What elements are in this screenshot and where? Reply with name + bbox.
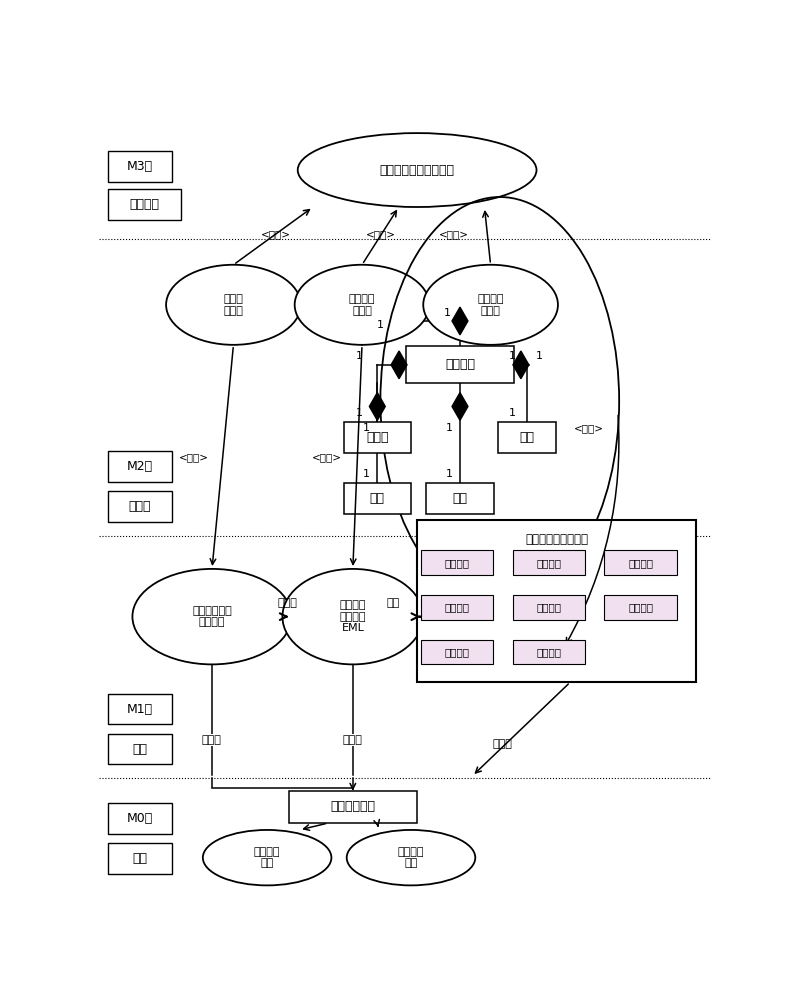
Text: 1: 1 [444,308,451,318]
FancyArrowPatch shape [566,415,619,644]
FancyBboxPatch shape [417,520,696,682]
Text: 1: 1 [356,351,363,361]
Text: M1层: M1层 [127,703,153,716]
Polygon shape [370,393,386,420]
Text: 灾害事件: 灾害事件 [445,358,475,371]
FancyBboxPatch shape [513,640,585,664]
Text: 危害信息: 危害信息 [628,558,653,568]
Text: 1: 1 [377,320,384,330]
Text: 1: 1 [536,351,543,361]
FancyBboxPatch shape [108,734,172,764]
FancyBboxPatch shape [604,595,677,620]
FancyBboxPatch shape [421,550,493,575]
FancyBboxPatch shape [108,151,172,182]
Ellipse shape [423,265,558,345]
Text: 预警信息: 预警信息 [445,602,469,612]
FancyBboxPatch shape [108,843,172,874]
Polygon shape [452,393,468,420]
Text: 自描述: 自描述 [366,431,389,444]
Text: 元模型: 元模型 [129,500,152,513]
Text: 预警: 预警 [370,492,385,505]
FancyBboxPatch shape [421,640,493,664]
Text: M2层: M2层 [127,460,153,473]
Text: 1: 1 [509,408,516,418]
Text: 观测信息: 观测信息 [628,602,653,612]
Text: 人为灾害
事件: 人为灾害 事件 [397,847,424,868]
Text: 1: 1 [446,423,453,433]
Polygon shape [452,307,468,335]
Ellipse shape [166,265,301,345]
Ellipse shape [133,569,292,664]
Text: 管理: 管理 [520,431,535,444]
Text: M0层: M0层 [127,812,153,825]
Text: <实例>: <实例> [261,229,292,239]
Text: 建模设施
元模型: 建模设施 元模型 [348,294,375,316]
Ellipse shape [203,830,332,885]
Ellipse shape [298,133,536,207]
Text: <实例>: <实例> [366,229,395,239]
Polygon shape [513,351,529,379]
Text: <实例>: <实例> [179,452,209,462]
FancyBboxPatch shape [498,422,556,453]
FancyBboxPatch shape [108,451,172,482]
Text: 基本信息: 基本信息 [445,558,469,568]
Text: 溯源: 溯源 [453,492,468,505]
Text: 1: 1 [356,408,363,418]
Text: <实例>: <实例> [574,423,604,433]
Text: 实例: 实例 [133,852,148,865]
Text: 被描述: 被描述 [493,739,513,749]
FancyBboxPatch shape [604,550,677,575]
Text: 自然灾害
事件: 自然灾害 事件 [254,847,280,868]
Text: 1: 1 [363,469,370,479]
FancyBboxPatch shape [108,803,172,834]
Text: 1: 1 [363,423,370,433]
FancyBboxPatch shape [108,189,182,220]
Text: 被描述: 被描述 [201,735,221,745]
Text: 1: 1 [509,351,516,361]
Text: 灾害事件实例: 灾害事件实例 [330,800,375,813]
FancyBboxPatch shape [421,595,493,620]
Text: 信息描述
元模型: 信息描述 元模型 [477,294,504,316]
FancyBboxPatch shape [108,694,172,724]
Text: 事件模式
标记语言
EML: 事件模式 标记语言 EML [340,600,366,633]
Text: 灾害事件建模元元模型: 灾害事件建模元元模型 [380,164,454,177]
FancyBboxPatch shape [108,491,172,522]
FancyBboxPatch shape [288,791,417,823]
Ellipse shape [282,569,423,664]
Text: 内容: 内容 [386,598,399,608]
Text: 形式化
元模型: 形式化 元模型 [224,294,243,316]
Text: 标准化: 标准化 [277,598,297,608]
FancyBboxPatch shape [427,483,494,514]
Text: 1: 1 [446,469,453,479]
Text: 模型: 模型 [133,743,148,756]
Text: 时空信息: 时空信息 [536,558,561,568]
Text: <实例>: <实例> [311,452,341,462]
FancyBboxPatch shape [344,422,411,453]
Text: 元元模型: 元元模型 [130,198,160,211]
Text: 服务信息: 服务信息 [536,647,561,657]
Text: 灾害事件信息
描述模型: 灾害事件信息 描述模型 [192,606,232,627]
Text: 被描述: 被描述 [342,735,362,745]
Text: M3层: M3层 [127,160,153,173]
FancyBboxPatch shape [513,550,585,575]
Text: 因果信息: 因果信息 [536,602,561,612]
FancyBboxPatch shape [344,483,411,514]
FancyBboxPatch shape [513,595,585,620]
Text: 联系信息: 联系信息 [445,647,469,657]
Text: 八元组信息描述构件: 八元组信息描述构件 [525,533,588,546]
Ellipse shape [347,830,476,885]
FancyBboxPatch shape [406,346,514,383]
Ellipse shape [295,265,430,345]
Text: <实例>: <实例> [439,229,468,239]
Polygon shape [391,351,407,379]
